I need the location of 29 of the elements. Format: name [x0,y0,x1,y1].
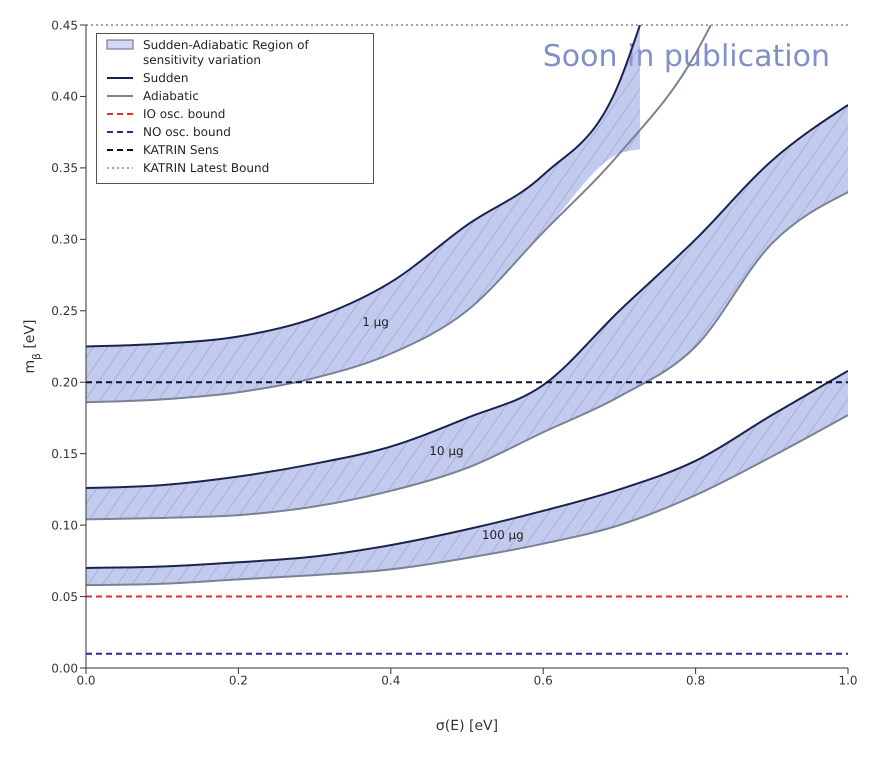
annotation: 10 μg [429,444,464,458]
line-series [86,414,848,586]
x-tick-label: 0.8 [686,674,706,688]
annotation: 1 μg [362,315,389,330]
y-tick-label: 0.40 [51,90,78,104]
legend-label: NO osc. bound [143,125,232,140]
y-tick-label: 0.25 [51,304,78,318]
y-tick-label: 0.00 [51,661,78,676]
x-tick-label: 0.4 [381,674,400,688]
y-tick-label: 0.20 [51,375,78,390]
x-tick-label: 0.0 [76,674,96,688]
x-tick-label: 0.2 [228,674,248,688]
y-tick-label: 0.10 [51,518,78,532]
y-tick-label: 0.30 [51,232,78,247]
legend-label: Adiabatic [143,89,200,104]
x-axis-title: σ(E) [eV] [436,718,498,734]
legend-label: KATRIN Sens [143,143,220,158]
line-series [86,191,848,520]
annotation: 100 μg [482,528,524,542]
y-tick-label: 0.45 [51,18,78,32]
annotation: Sudden-Adiabatic Region of sensitivity variation [143,38,310,68]
legend-label: Sudden [143,71,190,86]
x-tick-label: 0.6 [534,674,553,688]
legend-label: KATRIN Latest Bound [143,161,270,176]
legend-label: IO osc. bound [143,107,226,122]
y-tick-label: 0.15 [51,446,78,461]
x-tick-label: 1.0 [838,674,858,688]
y-tick-label: 0.35 [51,161,78,176]
y-tick-label: 0.05 [51,590,78,604]
